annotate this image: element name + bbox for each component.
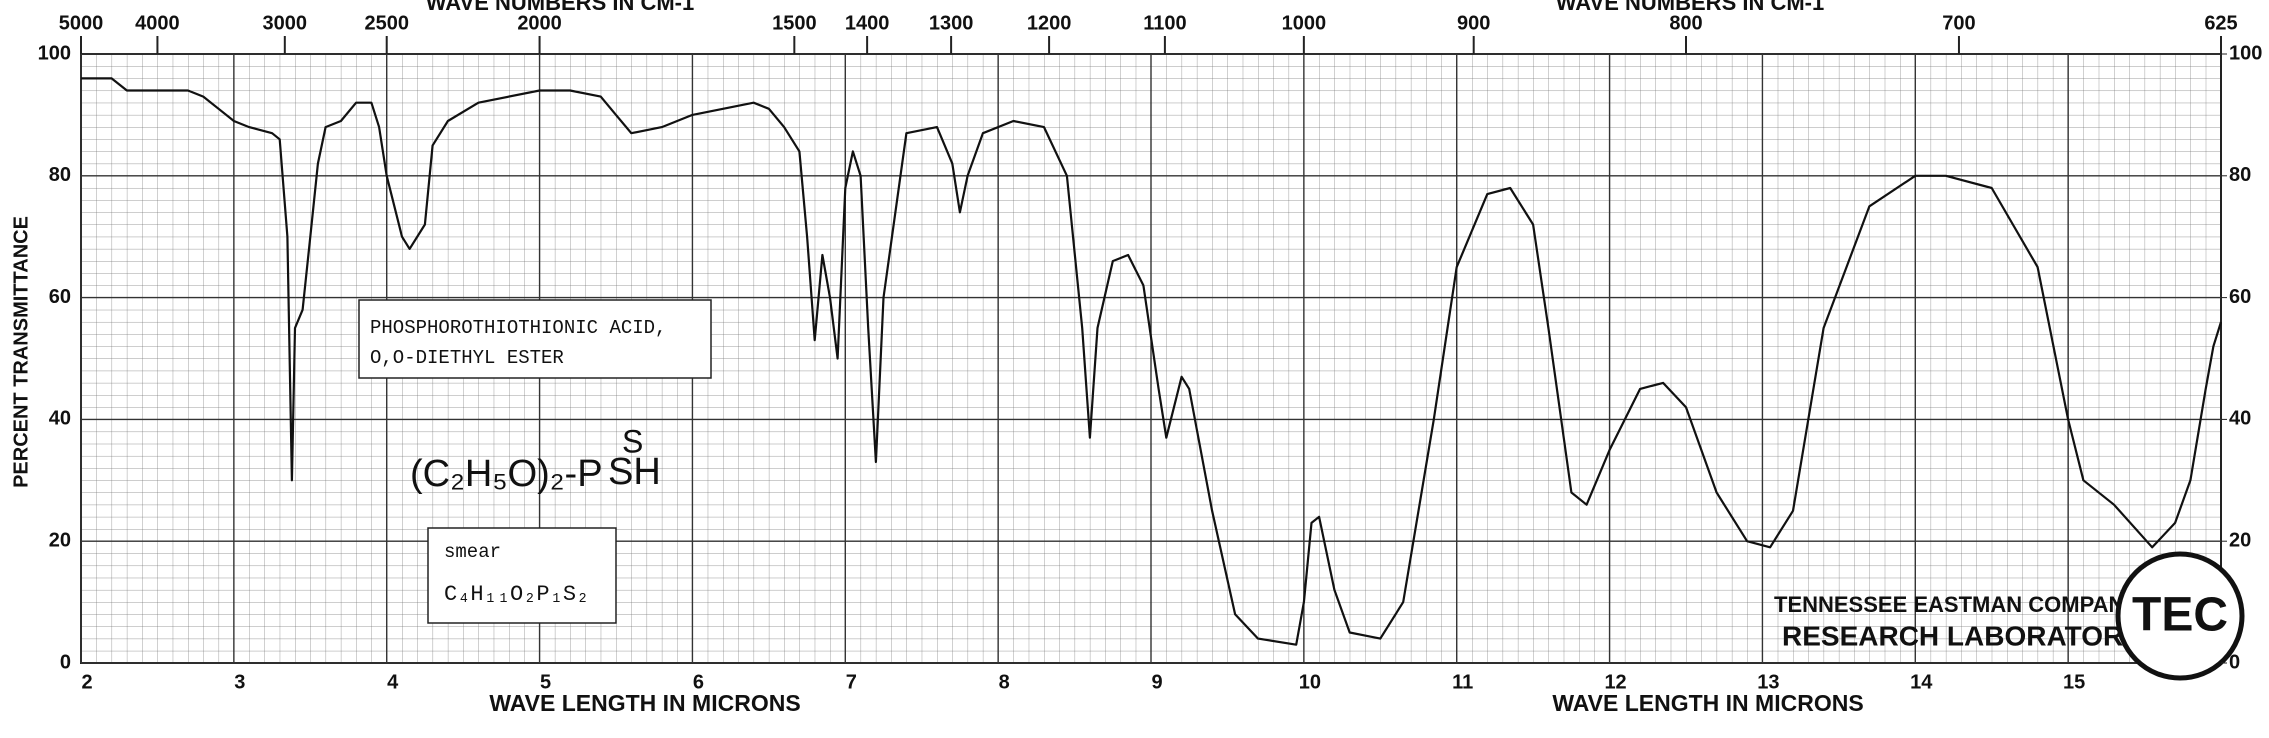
x2-tick-label: 1200 [1027, 12, 1072, 34]
x2-tick-label: 5000 [59, 12, 104, 34]
x-tick-label: 15 [2063, 671, 2085, 693]
y2-tick-label: 40 [2229, 408, 2251, 430]
x-tick-label: 14 [1910, 671, 1933, 693]
x-tick-label: 9 [1151, 671, 1162, 693]
company: RESEARCH LABORATORIES [1782, 620, 2168, 651]
x2-tick-label: 1400 [845, 12, 890, 34]
x-tick-label: 4 [387, 671, 399, 693]
annotation: O,O-DIETHYL ESTER [370, 347, 564, 369]
x2-axis-label: WAVE NUMBERS IN CM-1 [1556, 0, 1825, 15]
x2-tick-label: 625 [2204, 12, 2237, 34]
x2-tick-label: 1000 [1282, 12, 1327, 34]
x2-tick-label: 800 [1669, 12, 1702, 34]
x2-tick-label: 900 [1457, 12, 1490, 34]
x-tick-label: 8 [999, 671, 1010, 693]
x2-tick-label: 3000 [263, 12, 308, 34]
x2-tick-label: 1100 [1143, 12, 1186, 34]
y2-tick-label: 60 [2229, 286, 2251, 308]
x2-tick-label: 4000 [135, 12, 180, 34]
x-tick-label: 13 [1757, 671, 1779, 693]
y-tick-label: 60 [49, 286, 71, 308]
annotation: PHOSPHOROTHIOTHIONIC ACID, [370, 317, 666, 339]
x-tick-label: 2 [81, 671, 92, 693]
y-tick-label: 20 [49, 529, 71, 551]
x-tick-label: 7 [846, 671, 857, 693]
x2-tick-label: 700 [1942, 12, 1975, 34]
annotation-box [427, 527, 617, 624]
annotation-box [358, 299, 712, 379]
structure: S [622, 423, 643, 459]
annotation: smear [444, 541, 501, 563]
x2-tick-label: 1300 [929, 12, 974, 34]
y-tick-label: 40 [49, 408, 71, 430]
logo-text: TEC [2132, 589, 2228, 642]
x-tick-label: 6 [693, 671, 704, 693]
y-tick-label: 100 [38, 42, 71, 64]
x-tick-label: 12 [1604, 671, 1626, 693]
x2-axis-label: WAVE NUMBERS IN CM-1 [426, 0, 695, 15]
x-tick-label: 11 [1452, 671, 1473, 693]
x-tick-label: 10 [1299, 671, 1321, 693]
spectrum-line [81, 77, 2223, 646]
y2-tick-label: 80 [2229, 164, 2251, 186]
y-axis-label: PERCENT TRANSMITTANCE [10, 216, 32, 488]
x2-tick-label: 2500 [364, 12, 409, 34]
y2-tick-label: 0 [2229, 651, 2240, 673]
x2-tick-label: 1500 [772, 12, 817, 34]
x2-tick-label: 2000 [517, 12, 562, 34]
x-axis-label: WAVE LENGTH IN MICRONS [1552, 690, 1863, 716]
y2-tick-label: 100 [2229, 42, 2262, 64]
x-tick-label: 3 [234, 671, 245, 693]
structure: (C₂H₅O)₂-P [410, 453, 603, 495]
logo [2115, 551, 2245, 681]
y-tick-label: 80 [49, 164, 71, 186]
x-tick-label: 5 [540, 671, 551, 693]
y-tick-label: 0 [60, 651, 71, 673]
annotation: C₄H₁₁O₂P₁S₂ [444, 582, 589, 607]
x-axis-label: WAVE LENGTH IN MICRONS [489, 690, 800, 716]
y2-tick-label: 20 [2229, 529, 2251, 551]
company: TENNESSEE EASTMAN COMPANY [1774, 592, 2139, 617]
structure: SH [608, 451, 661, 493]
